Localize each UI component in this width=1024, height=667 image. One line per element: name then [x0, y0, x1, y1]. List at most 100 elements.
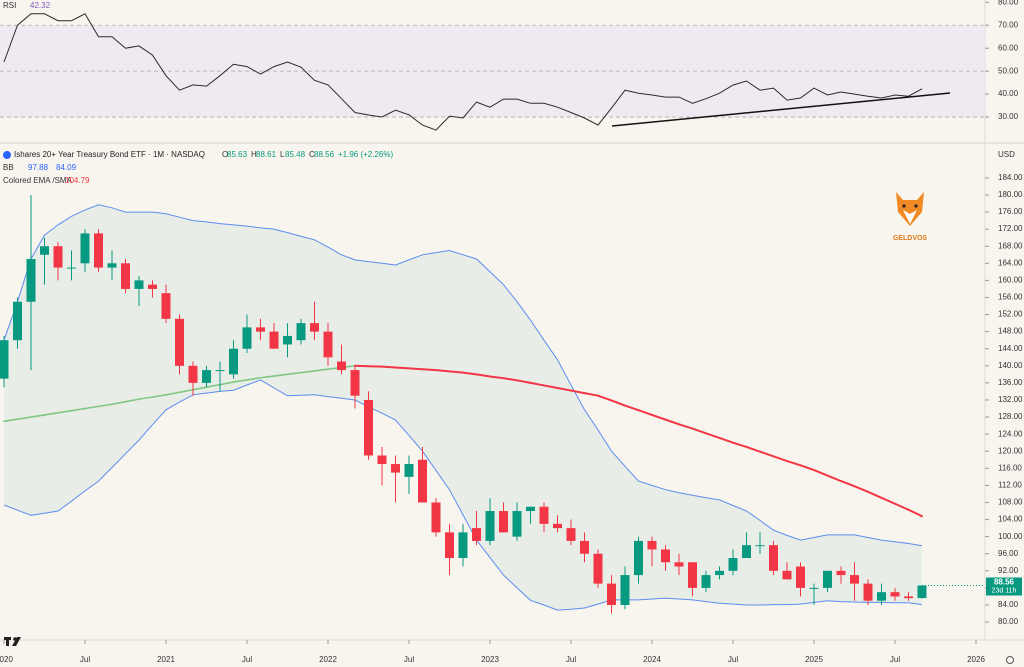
logo-text: GELDVOS	[893, 235, 928, 242]
ohlc-prefix: L	[280, 150, 285, 159]
candle-body	[188, 365, 198, 383]
x-tick-label: Jul	[242, 655, 252, 664]
candle-body	[566, 528, 576, 541]
candle-body	[823, 570, 832, 588]
candle-body	[202, 370, 211, 383]
candle-body	[296, 323, 306, 341]
ma-segment	[651, 413, 667, 421]
ma-segment	[448, 370, 464, 374]
ma-segment	[300, 370, 316, 374]
rsi-line	[3, 13, 923, 131]
ma-segment	[678, 423, 694, 430]
ohlc-prefix: O	[222, 150, 228, 159]
candle-body	[809, 587, 819, 589]
change: +1.96 (+2.26%)	[338, 150, 393, 159]
y-tick-label: 140.00	[998, 361, 1023, 370]
bb-lower-value: 84.09	[56, 163, 77, 172]
ma-segment	[246, 376, 262, 381]
ma-segment	[691, 427, 707, 435]
x-tick-label: Jul	[728, 655, 738, 664]
y-tick-label: 96.00	[998, 549, 1019, 558]
y-tick-label: 176.00	[998, 207, 1023, 216]
candle-body	[742, 545, 751, 558]
candle-body	[715, 570, 724, 576]
candle-body	[553, 523, 562, 529]
ma-segment	[3, 418, 19, 423]
candle-body	[269, 331, 279, 349]
currency: USD	[998, 150, 1015, 159]
x-tick-label: 2022	[319, 655, 337, 664]
candle-body	[580, 540, 589, 554]
ma-segment	[462, 371, 478, 376]
rsi-value: 42.32	[30, 1, 51, 10]
y-tick-label: 104.00	[998, 515, 1023, 524]
settings-icon[interactable]	[1006, 656, 1014, 664]
candle-body	[256, 327, 265, 332]
ma-segment	[826, 474, 842, 483]
x-tick-label: Jul	[890, 655, 900, 664]
y-tick-label: 124.00	[998, 429, 1023, 438]
ma-segment	[286, 371, 302, 376]
ma-segment	[205, 383, 221, 388]
ma-segment	[880, 496, 896, 505]
y-tick-label: 152.00	[998, 310, 1023, 319]
ma-segment	[732, 441, 748, 448]
ma-segment	[840, 480, 856, 488]
ma-segment	[43, 411, 59, 416]
ma-segment	[30, 414, 46, 418]
ma-segment	[192, 386, 208, 391]
ma-segment	[597, 394, 613, 402]
symbol-icon	[3, 151, 11, 159]
ma-segment	[529, 381, 545, 387]
trend-line	[611, 92, 951, 127]
price-tag	[986, 577, 1022, 596]
y-tick-label: 160.00	[998, 275, 1023, 284]
candle-body	[404, 464, 414, 477]
ma-segment	[718, 436, 734, 444]
y-tick-label: 40.00	[998, 89, 1019, 98]
candle-body	[769, 545, 778, 571]
ma-segment	[178, 388, 194, 394]
y-tick-label: 100.00	[998, 532, 1023, 541]
ma-segment	[138, 396, 154, 400]
candle-body	[499, 511, 508, 533]
ma-segment	[570, 389, 586, 395]
candle-body	[350, 370, 360, 396]
candle-body	[863, 583, 873, 601]
candle-body	[94, 233, 103, 268]
ma-segment	[786, 460, 802, 467]
y-tick-label: 60.00	[998, 43, 1019, 52]
ma-segment	[745, 445, 761, 453]
y-tick-label: 184.00	[998, 173, 1023, 182]
candle-body	[647, 540, 657, 550]
ma-segment	[543, 384, 559, 390]
logo: GELDVOS	[893, 192, 928, 242]
candle-body	[215, 370, 225, 372]
y-tick-label: 120.00	[998, 446, 1023, 455]
ma-segment	[813, 469, 829, 477]
ma-segment	[907, 508, 923, 518]
ma-segment	[165, 391, 181, 396]
candle-body	[661, 549, 670, 563]
ma-segment	[624, 404, 640, 412]
rsi-name: RSI	[3, 1, 16, 10]
y-tick-label: 30.00	[998, 112, 1019, 121]
candle-body	[877, 592, 886, 601]
x-tick-label: 2021	[157, 655, 175, 664]
candle-body	[323, 331, 333, 358]
ma-segment	[232, 379, 248, 383]
candle-body	[445, 532, 454, 558]
y-tick-label: 164.00	[998, 258, 1023, 267]
y-tick-label: 132.00	[998, 395, 1023, 404]
candle-body	[796, 566, 805, 588]
ohlc-value: 85.63	[227, 150, 248, 159]
bb-upper	[3, 204, 923, 547]
candle-body	[242, 327, 252, 349]
candle-body	[890, 592, 900, 597]
x-tick-label: Jul	[80, 655, 90, 664]
candle-body	[67, 267, 76, 269]
ma-segment	[489, 375, 505, 380]
y-tick-label: 172.00	[998, 224, 1023, 233]
ma-segment	[408, 367, 424, 371]
